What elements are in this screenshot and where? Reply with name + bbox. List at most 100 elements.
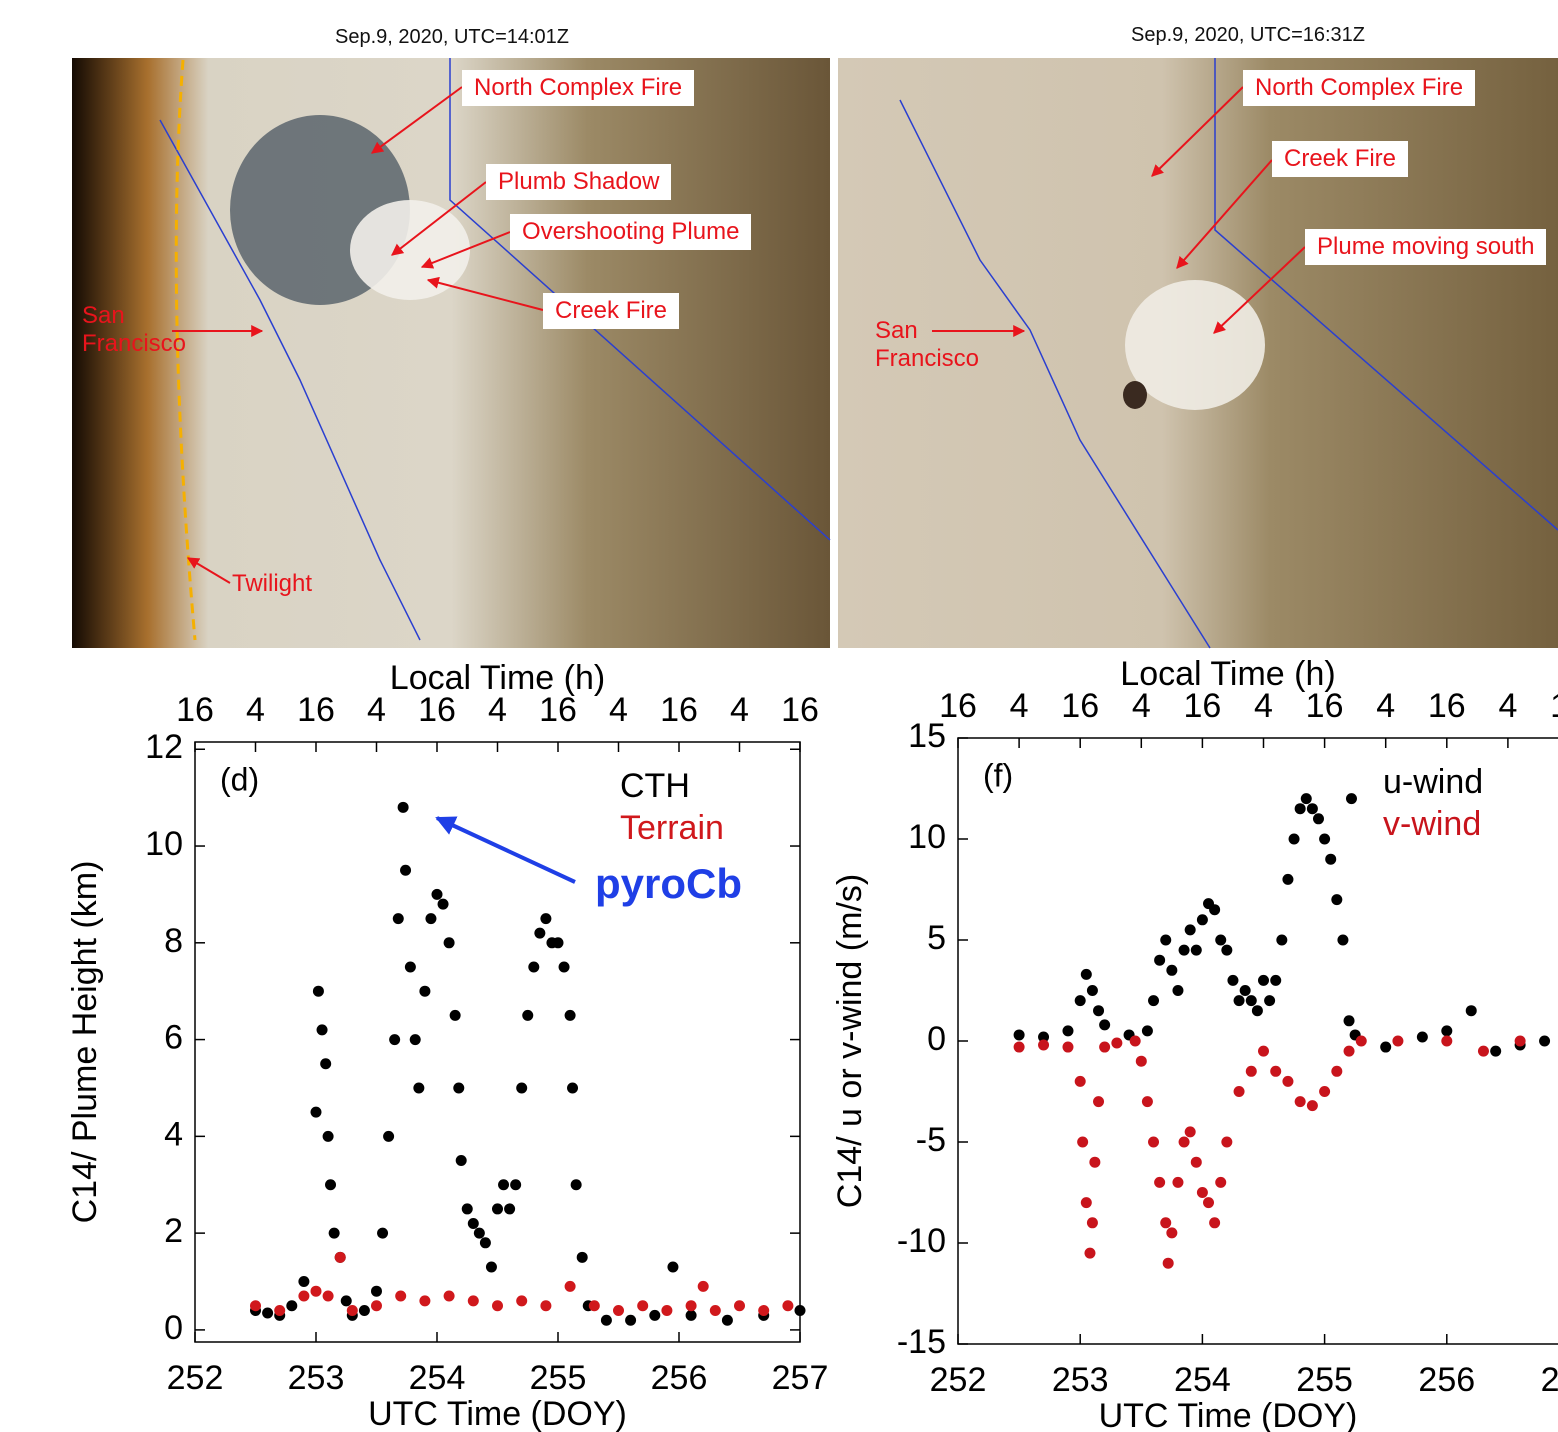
point bbox=[1233, 1086, 1245, 1097]
point bbox=[498, 1179, 510, 1191]
x2-tick-label: 4 bbox=[1376, 687, 1395, 725]
point bbox=[528, 961, 540, 973]
point bbox=[567, 1082, 579, 1094]
point bbox=[473, 1227, 485, 1239]
point bbox=[625, 1314, 637, 1326]
point bbox=[794, 1305, 806, 1317]
point bbox=[425, 913, 437, 925]
point bbox=[522, 1009, 534, 1021]
y-axis-title: C14/ u or v-wind (m/s) bbox=[831, 874, 869, 1208]
point bbox=[492, 1203, 503, 1215]
point bbox=[1239, 985, 1251, 996]
point bbox=[734, 1300, 745, 1312]
point bbox=[1172, 1176, 1184, 1188]
point bbox=[1160, 1217, 1172, 1229]
point bbox=[371, 1300, 382, 1312]
point bbox=[685, 1309, 697, 1321]
x2-tick-label: 4 bbox=[1010, 687, 1029, 725]
x2-tick-label: 16 bbox=[1428, 687, 1466, 725]
point bbox=[449, 1009, 461, 1021]
point bbox=[1154, 954, 1166, 966]
point bbox=[377, 1227, 389, 1239]
point bbox=[334, 1251, 346, 1263]
point bbox=[1166, 1227, 1178, 1239]
point bbox=[564, 1009, 576, 1021]
point bbox=[358, 1305, 370, 1317]
point bbox=[298, 1290, 310, 1302]
point bbox=[1258, 974, 1269, 986]
point bbox=[1074, 1075, 1086, 1087]
point bbox=[1166, 964, 1178, 976]
point bbox=[1300, 793, 1312, 805]
point bbox=[1337, 934, 1349, 946]
point bbox=[1184, 924, 1196, 936]
x-tick-label: 256 bbox=[1418, 1361, 1475, 1399]
x2-tick-label: 16 bbox=[1306, 687, 1344, 725]
point bbox=[1477, 1045, 1489, 1057]
point bbox=[320, 1058, 332, 1070]
point bbox=[558, 961, 570, 973]
legend-entry: u-wind bbox=[1383, 763, 1483, 801]
point bbox=[1190, 1156, 1202, 1168]
point bbox=[1343, 1045, 1355, 1057]
point bbox=[1288, 833, 1300, 845]
x-axis-title: UTC Time (DOY) bbox=[368, 1395, 627, 1432]
point bbox=[661, 1305, 673, 1317]
point bbox=[1135, 1055, 1147, 1067]
image-title: Sep.9, 2020, UTC=16:31Z bbox=[1130, 24, 1366, 46]
point bbox=[1099, 1041, 1111, 1053]
point bbox=[1331, 894, 1343, 906]
point bbox=[1162, 1257, 1174, 1269]
point bbox=[437, 898, 449, 910]
point bbox=[1251, 1005, 1263, 1017]
point bbox=[453, 1082, 465, 1094]
point bbox=[1172, 985, 1184, 996]
panel-label: (d) bbox=[220, 761, 259, 797]
image-label: Twilight bbox=[232, 570, 313, 597]
point bbox=[286, 1300, 298, 1312]
point bbox=[274, 1305, 286, 1317]
x2-tick-label: 16 bbox=[1550, 687, 1558, 725]
point bbox=[1282, 1075, 1294, 1087]
point bbox=[409, 1034, 421, 1046]
image-label: Creek Fire bbox=[1272, 141, 1409, 177]
image-label: North Complex Fire bbox=[462, 70, 695, 106]
point bbox=[1203, 1197, 1215, 1209]
x2-tick-label: 4 bbox=[1254, 687, 1273, 725]
point bbox=[1086, 985, 1098, 996]
point bbox=[1099, 1019, 1111, 1031]
x2-tick-label: 16 bbox=[1061, 687, 1099, 725]
point bbox=[1319, 833, 1331, 845]
point bbox=[1148, 995, 1160, 1007]
image-title: Sep.9, 2020, UTC=14:01Z bbox=[334, 26, 570, 48]
x2-axis-title: Local Time (h) bbox=[1120, 655, 1335, 693]
point bbox=[310, 1106, 322, 1118]
point bbox=[1270, 974, 1282, 986]
y-tick-label: -5 bbox=[916, 1121, 946, 1159]
point bbox=[1111, 1037, 1123, 1049]
x2-tick-label: 4 bbox=[609, 691, 628, 729]
point bbox=[1264, 995, 1276, 1007]
point bbox=[431, 888, 443, 900]
point bbox=[637, 1300, 649, 1312]
x-tick-label: 257 bbox=[772, 1359, 829, 1397]
point bbox=[322, 1130, 334, 1142]
point bbox=[588, 1300, 600, 1312]
point bbox=[564, 1280, 576, 1292]
point bbox=[404, 961, 416, 973]
point bbox=[419, 985, 431, 997]
x-axis-title: UTC Time (DOY) bbox=[1099, 1397, 1358, 1432]
point bbox=[1196, 1187, 1208, 1198]
point bbox=[510, 1179, 522, 1191]
y-tick-label: 6 bbox=[164, 1019, 183, 1057]
y-tick-label: 4 bbox=[164, 1115, 183, 1153]
x2-tick-label: 4 bbox=[730, 691, 749, 729]
point bbox=[1276, 934, 1288, 946]
point bbox=[1141, 1025, 1153, 1037]
point bbox=[467, 1217, 479, 1229]
point bbox=[1490, 1045, 1502, 1057]
point bbox=[1355, 1035, 1367, 1047]
point bbox=[1233, 995, 1245, 1007]
y-tick-label: 0 bbox=[927, 1020, 946, 1058]
